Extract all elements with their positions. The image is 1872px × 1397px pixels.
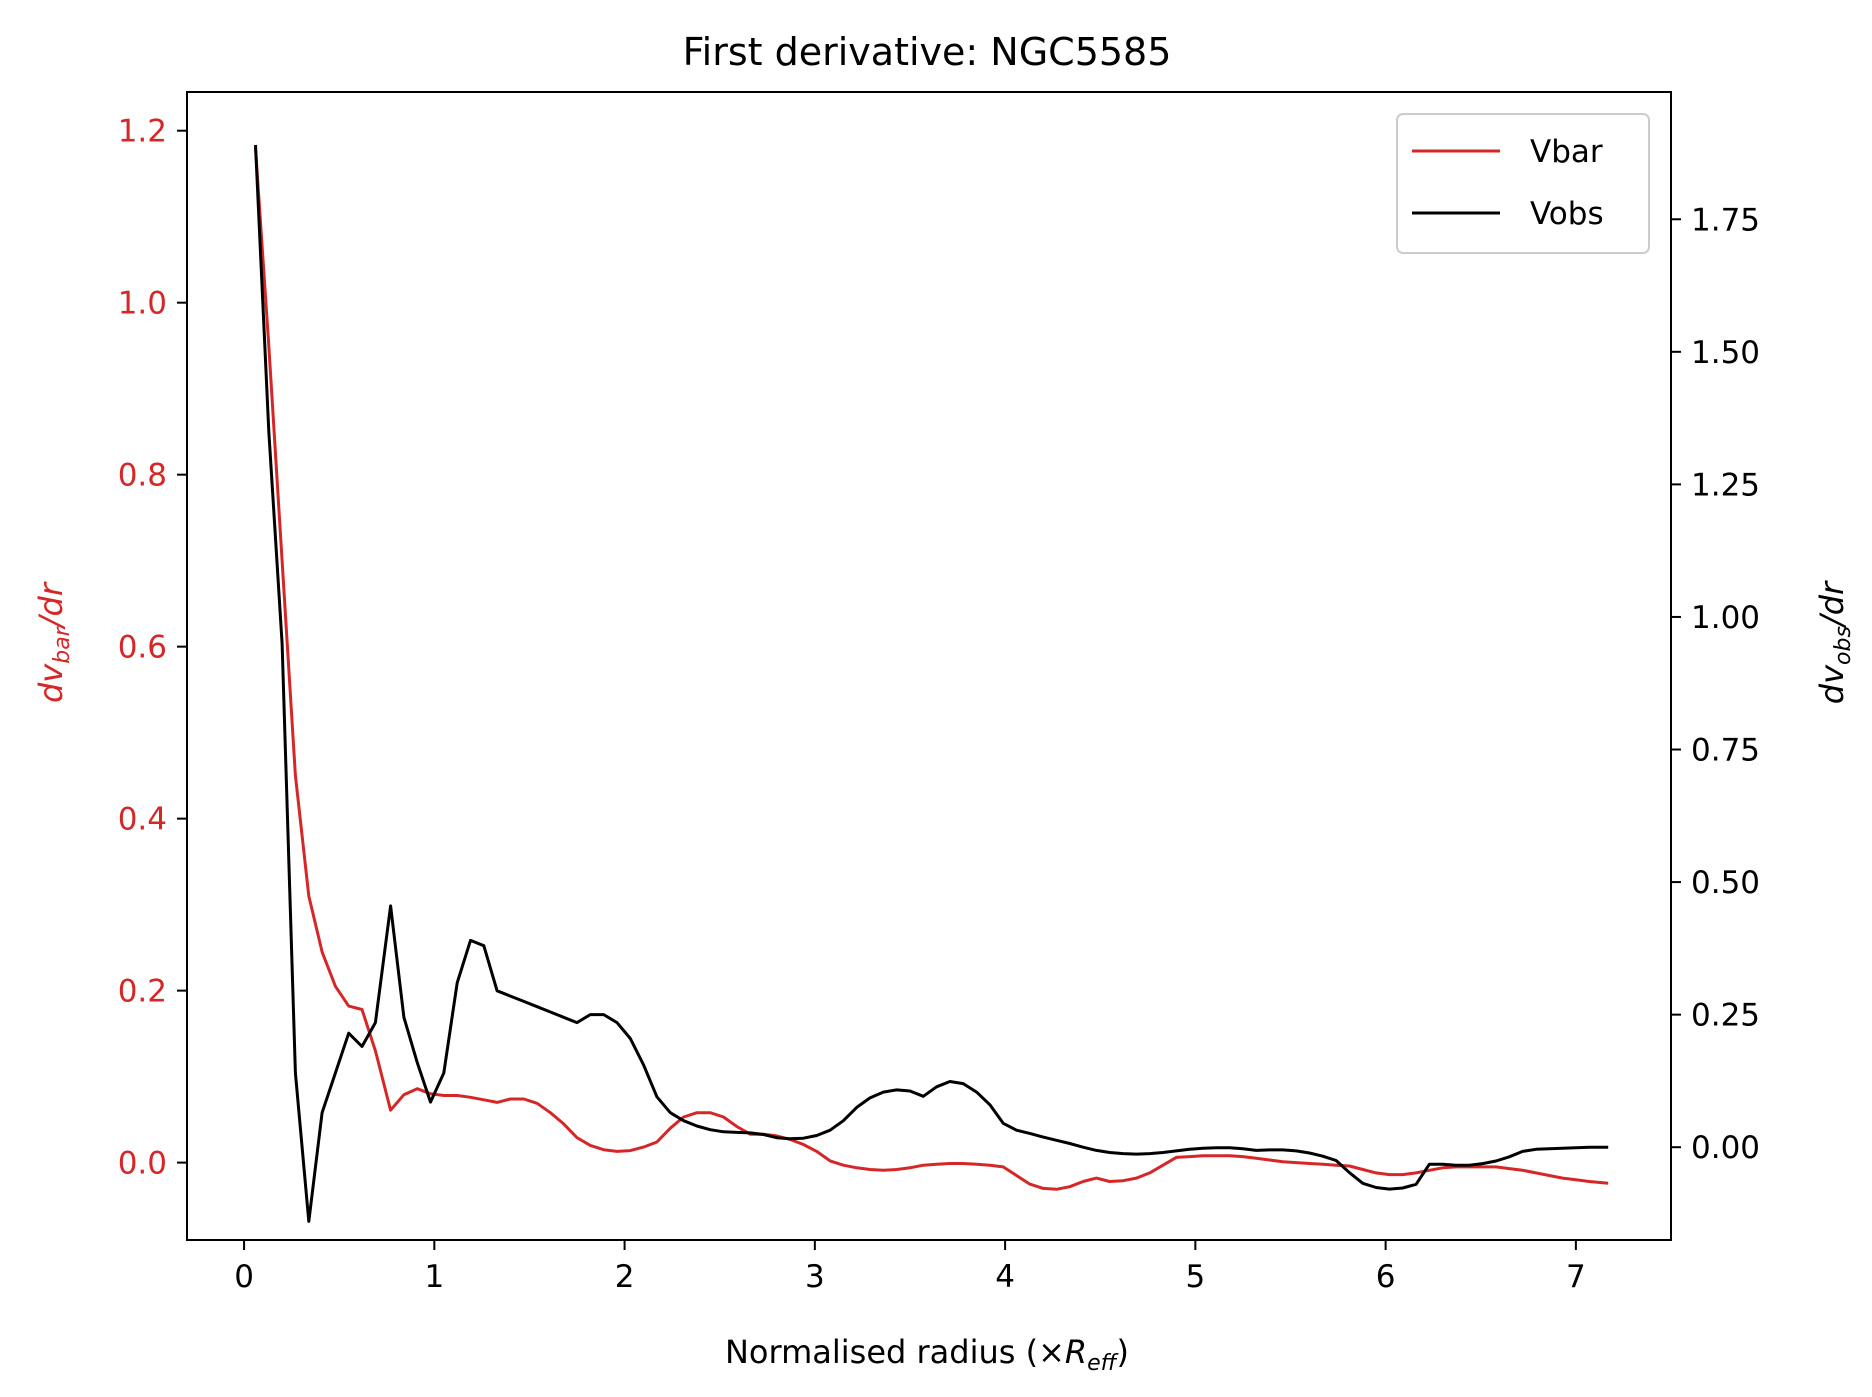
plot-area	[186, 91, 1672, 1241]
y-axis-right-label-subscript: obs	[1831, 626, 1856, 665]
x-tick-label: 1	[424, 1259, 444, 1295]
y-left-tick-label: 0.2	[118, 974, 167, 1010]
y-axis-left-label-main: dv	[32, 663, 70, 703]
x-tick-label: 0	[234, 1259, 254, 1295]
y-axis-left: 0.0 0.2 0.4 0.6 0.8 1.0 1.2	[118, 114, 187, 1182]
y-right-tick-label: 0.50	[1691, 865, 1760, 901]
y-left-tick-label: 1.2	[118, 114, 167, 150]
y-right-tick-label: 1.50	[1691, 335, 1760, 371]
y-right-tick-label: 0.75	[1691, 733, 1760, 769]
x-axis-label-main: Normalised radius (×	[725, 1333, 1065, 1371]
y-axis-right-label: dvobs/dr	[1813, 580, 1856, 704]
y-left-tick-label: 0.4	[118, 802, 167, 838]
y-axis-left-label-subscript: bar	[50, 625, 75, 663]
x-axis-label-subscript: eff	[1087, 1351, 1119, 1376]
x-axis: 0 1 2 3 4 5 6 7	[234, 1240, 1586, 1295]
y-axis-right: 0.00 0.25 0.50 0.75 1.00 1.25 1.50 1.75	[1671, 202, 1760, 1166]
series-line-vobs	[254, 144, 1609, 1223]
y-right-tick-label: 0.00	[1691, 1130, 1760, 1166]
legend-label-vobs: Vobs	[1530, 196, 1604, 232]
y-left-tick-label: 0.6	[118, 630, 167, 666]
series-line-vbar	[254, 147, 1609, 1191]
x-axis-label: Normalised radius (×Reff)	[725, 1333, 1129, 1376]
x-tick-label: 3	[805, 1259, 825, 1295]
y-right-tick-label: 1.25	[1691, 467, 1760, 503]
legend-frame	[1396, 113, 1650, 254]
chart-title: First derivative: NGC5585	[683, 30, 1172, 74]
y-right-tick-label: 1.75	[1691, 202, 1760, 238]
y-left-tick-label: 0.8	[118, 458, 167, 494]
x-tick-label: 4	[995, 1259, 1015, 1295]
y-axis-left-label: dvbar/dr	[32, 581, 75, 703]
series-layer	[254, 144, 1609, 1223]
y-axis-left-label-tail: /dr	[32, 581, 70, 630]
y-left-tick-label: 0.0	[118, 1146, 167, 1182]
y-right-tick-label: 0.25	[1691, 998, 1760, 1034]
y-left-tick-label: 1.0	[118, 286, 167, 322]
y-axis-right-label-tail: /dr	[1813, 580, 1851, 629]
y-right-tick-label: 1.00	[1691, 600, 1760, 636]
x-tick-label: 2	[615, 1259, 635, 1295]
x-axis-label-close: )	[1117, 1333, 1129, 1371]
x-tick-label: 6	[1376, 1259, 1396, 1295]
x-tick-label: 5	[1185, 1259, 1205, 1295]
x-axis-label-symbol: R	[1065, 1333, 1087, 1371]
legend-label-vbar: Vbar	[1530, 134, 1603, 170]
legend: Vbar Vobs	[1396, 113, 1650, 254]
x-tick-label: 7	[1566, 1259, 1586, 1295]
y-axis-right-label-main: dv	[1813, 664, 1851, 704]
